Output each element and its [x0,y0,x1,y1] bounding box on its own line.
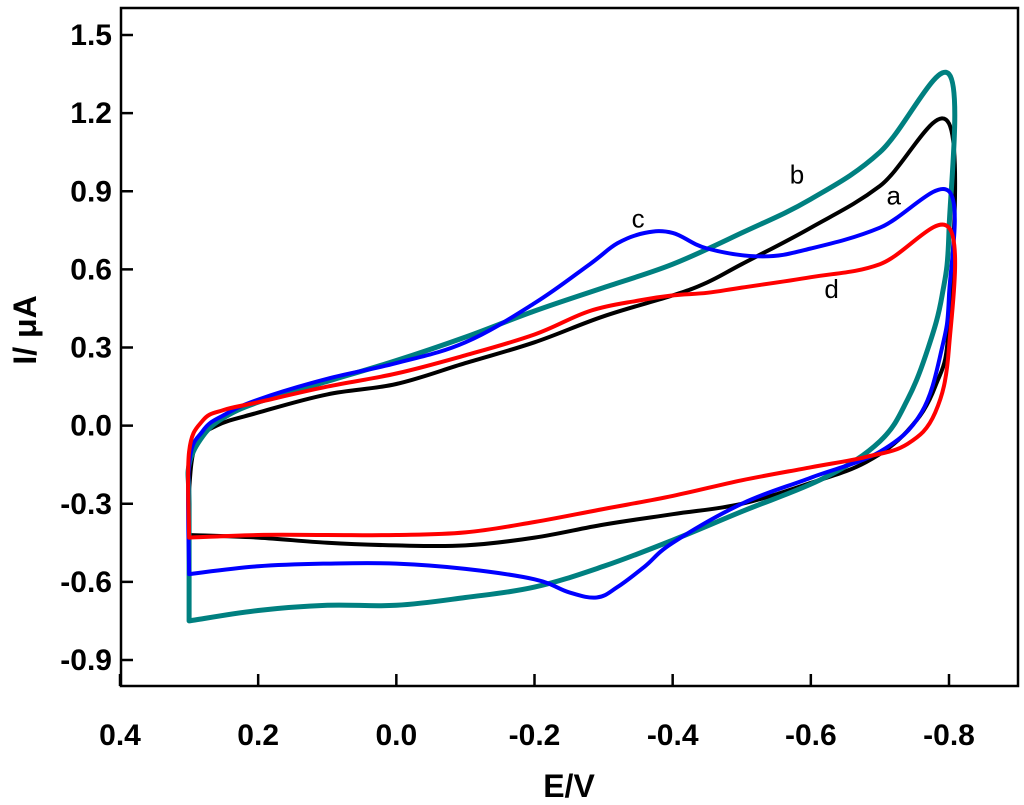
x-tick-label: -0.2 [509,719,561,752]
x-tick-label: 0.4 [99,719,141,752]
y-axis: 1.5 1.2 0.9 0.6 0.3 0.0 -0.3 -0.6 -0.9 [60,19,133,677]
series-line-b [185,69,958,624]
series-label-c: c [632,204,645,234]
x-tick-label: -0.6 [785,719,837,752]
y-tick-label: -0.3 [60,488,112,521]
series-label-b: b [790,159,804,189]
curve-labels: a b c d [632,159,902,304]
series-line-d [185,222,958,540]
x-axis-title: E/V [543,768,595,804]
series-line-a [186,116,958,549]
y-tick-label: 0.9 [70,175,112,208]
y-tick-label: 1.2 [70,97,112,130]
y-tick-label: -0.9 [60,644,112,677]
series-group [185,69,958,624]
y-tick-label: 0.6 [70,253,112,286]
series-line-c [185,187,957,600]
series-label-a: a [886,180,901,210]
plot-frame [119,6,1020,688]
series-label-d: d [824,274,838,304]
y-tick-label: -0.6 [60,566,112,599]
x-tick-label: -0.8 [923,719,975,752]
y-tick-label: 1.5 [70,19,112,52]
y-tick-label: 0.3 [70,332,112,365]
x-tick-label: 0.2 [237,719,279,752]
x-axis: 0.4 0.2 0.0 -0.2 -0.4 -0.6 -0.8 [99,674,975,752]
x-tick-label: 0.0 [375,719,417,752]
y-tick-label: 0.0 [70,410,112,443]
y-axis-title: I/ μA [7,295,43,364]
x-tick-label: -0.4 [647,719,699,752]
